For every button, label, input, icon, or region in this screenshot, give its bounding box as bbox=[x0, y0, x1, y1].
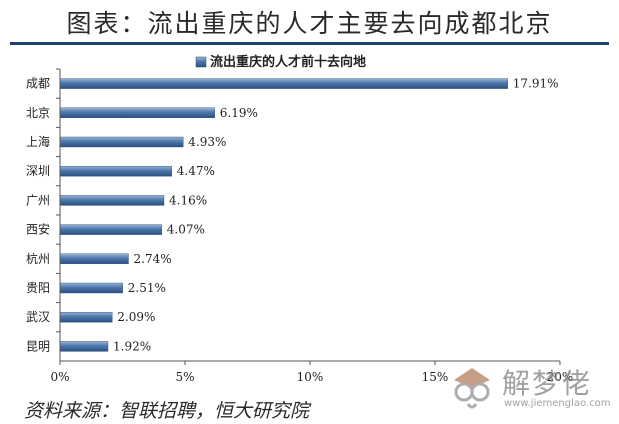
bar-3 bbox=[59, 136, 184, 148]
bars-group: 17.91% 6.19% 4.93% 4.47% 4.16% 4.07% 2.74% 2.51… bbox=[59, 77, 559, 353]
category-label-3: 上海 bbox=[26, 134, 50, 149]
category-label-9: 武汉 bbox=[26, 310, 50, 324]
watermark-name: 解梦佬 bbox=[502, 367, 593, 400]
page-title: 图表：流出重庆的人才主要去向成都北京 bbox=[66, 9, 553, 38]
data-label-6: 4.07% bbox=[167, 223, 205, 237]
data-label-3: 4.93% bbox=[188, 135, 226, 149]
category-label-4: 深圳 bbox=[26, 164, 50, 178]
chart-legend: 流出重庆的人才前十去向地 bbox=[195, 54, 366, 70]
data-label-1: 17.91% bbox=[513, 77, 559, 91]
category-label-1: 成都 bbox=[26, 77, 50, 91]
source-note: 资料来源：智联招聘，恒大研究院 bbox=[24, 400, 310, 422]
data-label-10: 1.92% bbox=[113, 339, 151, 353]
data-label-8: 2.51% bbox=[128, 281, 166, 295]
legend-label: 流出重庆的人才前十去向地 bbox=[210, 54, 366, 70]
bar-5 bbox=[59, 195, 165, 206]
x-tick-label-5: 20% bbox=[547, 370, 574, 384]
category-label-5: 广州 bbox=[26, 193, 50, 207]
watermark-url: www.jiemenglao.com bbox=[504, 398, 611, 409]
x-tick-label-3: 10% bbox=[297, 370, 324, 384]
bar-7 bbox=[59, 253, 129, 265]
category-label-10: 昆明 bbox=[26, 339, 50, 353]
title-divider bbox=[10, 42, 609, 45]
category-label-7: 杭州 bbox=[26, 251, 50, 266]
x-tick-label-1: 0% bbox=[50, 370, 69, 384]
bar-chart: 流出重庆的人才前十去向地 17.91% 6.19% 4.93% 4.47% 4.16% 4… bbox=[26, 54, 574, 384]
data-label-7: 2.74% bbox=[134, 252, 172, 266]
data-label-4: 4.47% bbox=[177, 164, 215, 178]
data-label-5: 4.16% bbox=[169, 193, 207, 207]
data-label-9: 2.09% bbox=[117, 310, 155, 324]
x-tick-label-4: 15% bbox=[422, 370, 449, 384]
data-label-2: 6.19% bbox=[220, 106, 258, 120]
watermark: 解梦佬 www.jiemenglao.com bbox=[448, 362, 611, 414]
bar-9 bbox=[59, 312, 113, 323]
bar-4 bbox=[59, 165, 172, 177]
bar-6 bbox=[59, 224, 162, 235]
bar-8 bbox=[59, 282, 123, 294]
bar-1 bbox=[59, 78, 508, 89]
legend-swatch bbox=[195, 56, 207, 68]
bar-10 bbox=[59, 341, 109, 352]
x-tick-label-2: 5% bbox=[175, 370, 194, 384]
category-label-8: 贵阳 bbox=[26, 281, 50, 295]
category-label-6: 西安 bbox=[26, 222, 50, 237]
owl-logo-icon bbox=[454, 368, 490, 409]
category-label-2: 北京 bbox=[26, 106, 50, 120]
bar-2 bbox=[59, 107, 215, 118]
